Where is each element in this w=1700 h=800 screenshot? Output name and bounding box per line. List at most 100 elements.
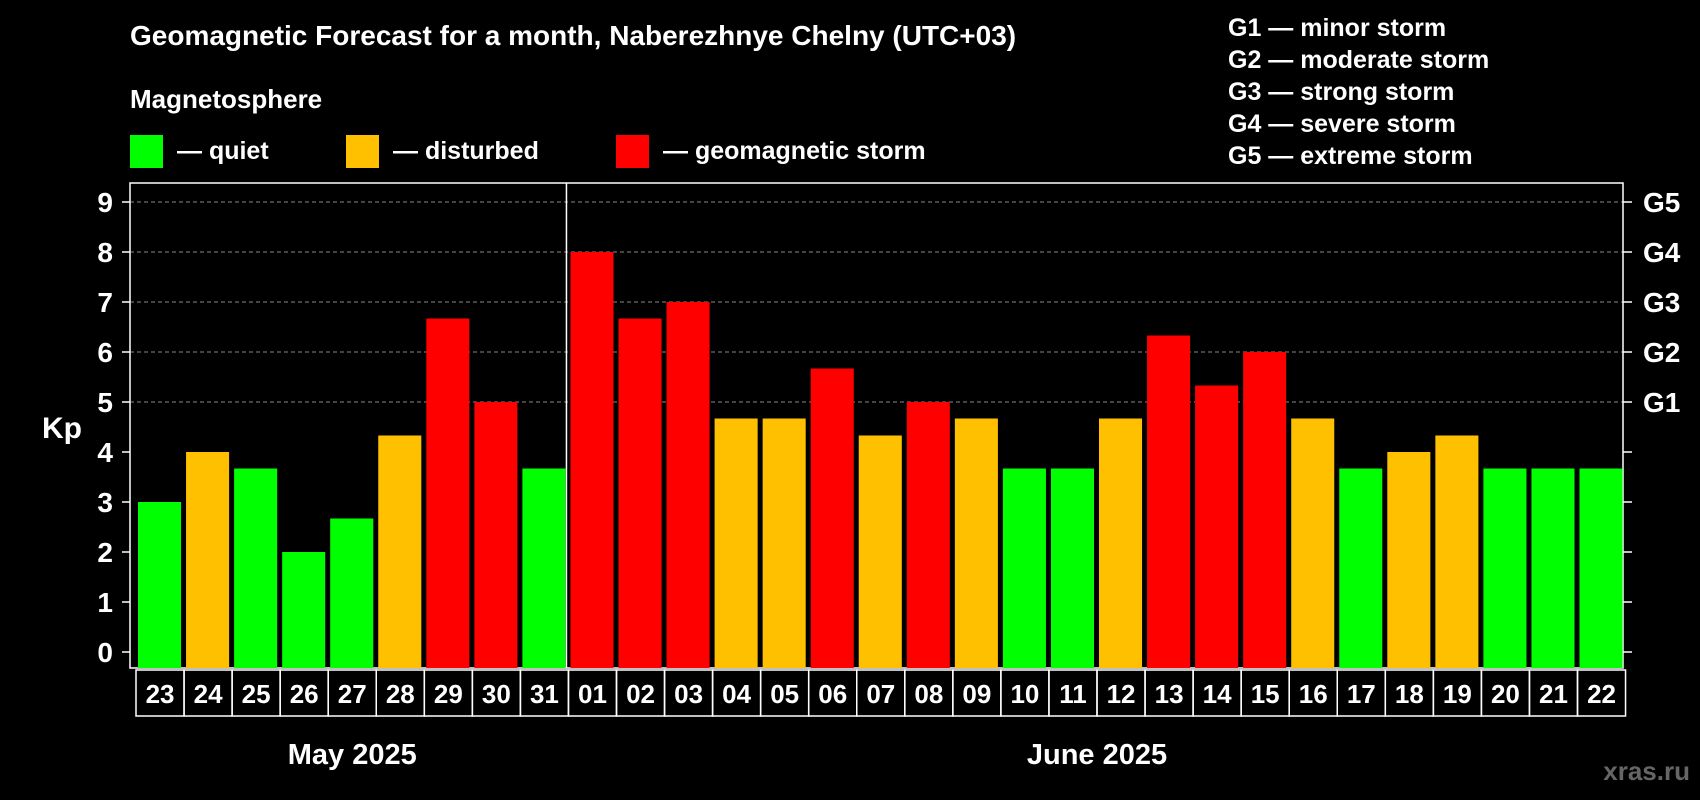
kp-bar: [1002, 468, 1046, 668]
kp-bar: [1387, 452, 1431, 668]
legend-quiet-label: — quiet: [177, 136, 269, 165]
kp-bar: [522, 468, 566, 668]
y-tick-label: 5: [97, 387, 113, 418]
date-label: 18: [1395, 679, 1424, 709]
y-tick-label: 6: [97, 337, 113, 368]
date-label: 20: [1491, 679, 1520, 709]
magnetosphere-label: Magnetosphere: [130, 84, 323, 114]
legend-storm-label: — geomagnetic storm: [663, 136, 926, 165]
date-label: 02: [626, 679, 655, 709]
y-tick-label: 2: [97, 537, 113, 568]
y-tick-label: 3: [97, 487, 113, 518]
legend-disturbed-swatch: [346, 134, 379, 168]
kp-bar: [330, 518, 374, 668]
g-scale-item: G5 — extreme storm: [1228, 142, 1473, 170]
kp-bar: [1050, 468, 1094, 668]
legend-storm: — geomagnetic storm: [616, 134, 926, 168]
g-axis-label: G4: [1643, 237, 1681, 268]
kp-bar: [618, 318, 662, 668]
month-label: June 2025: [1027, 739, 1167, 771]
date-label: 29: [434, 679, 463, 709]
kp-bar: [810, 368, 854, 668]
g-axis-label: G2: [1643, 337, 1680, 368]
date-label: 16: [1299, 679, 1328, 709]
kp-bar: [378, 435, 422, 668]
kp-bar: [1435, 435, 1479, 668]
kp-bar: [666, 302, 710, 668]
date-label: 06: [818, 679, 847, 709]
kp-bar: [1099, 418, 1143, 668]
y-tick-label: 4: [97, 437, 113, 468]
kp-bar: [762, 418, 806, 668]
kp-bar: [138, 502, 182, 668]
y-tick-label: 0: [97, 637, 113, 668]
y-axis-label: Kp: [42, 412, 82, 445]
kp-bar: [906, 402, 950, 668]
date-label: 25: [242, 679, 271, 709]
g-axis-label: G3: [1643, 287, 1680, 318]
kp-bar: [1339, 468, 1383, 668]
g-scale-item: G1 — minor storm: [1228, 14, 1447, 42]
date-label: 17: [1347, 679, 1376, 709]
date-label: 21: [1539, 679, 1568, 709]
kp-bar: [1195, 385, 1239, 668]
date-label: 26: [290, 679, 319, 709]
kp-bar: [1147, 335, 1191, 668]
date-label: 13: [1155, 679, 1184, 709]
g-scale-legend: G1 — minor storm G2 — moderate storm G3 …: [1228, 12, 1489, 172]
date-label: 01: [578, 679, 607, 709]
g-scale-item: G3 — strong storm: [1228, 78, 1455, 106]
kp-bar: [1483, 468, 1527, 668]
kp-bar: [282, 552, 326, 668]
date-cell: [1576, 669, 1627, 717]
date-label: 07: [866, 679, 895, 709]
date-label: 04: [722, 679, 751, 709]
date-label: 09: [962, 679, 991, 709]
kp-bar: [954, 418, 998, 668]
legend-disturbed: — disturbed: [346, 134, 539, 168]
kp-bar: [1291, 418, 1335, 668]
date-label: 23: [146, 679, 175, 709]
date-label: 12: [1107, 679, 1136, 709]
date-label: 11: [1059, 679, 1087, 709]
g-axis-label: G5: [1643, 187, 1680, 218]
g-scale-item: G4 — severe storm: [1228, 110, 1456, 138]
date-label: 08: [914, 679, 943, 709]
kp-bar: [234, 468, 278, 668]
month-label: May 2025: [288, 739, 417, 771]
g-axis-label: G1: [1643, 387, 1680, 418]
kp-bar: [1531, 468, 1575, 668]
date-label: 27: [338, 679, 367, 709]
g-scale-item: G2 — moderate storm: [1228, 46, 1490, 74]
date-label: 31: [530, 679, 559, 709]
y-tick-label: 1: [97, 587, 113, 618]
kp-bar: [1579, 468, 1623, 668]
date-label: 15: [1251, 679, 1280, 709]
date-label: 03: [674, 679, 703, 709]
kp-bar: [1243, 352, 1287, 668]
kp-bar: [474, 402, 518, 668]
legend-quiet-swatch: [130, 134, 163, 168]
kp-bar: [858, 435, 902, 668]
date-label: 10: [1010, 679, 1039, 709]
legend-disturbed-label: — disturbed: [393, 136, 539, 165]
y-tick-label: 7: [97, 287, 113, 318]
date-label: 30: [482, 679, 511, 709]
date-label: 19: [1443, 679, 1472, 709]
chart-title: Geomagnetic Forecast for a month, Nabere…: [130, 20, 1017, 51]
legend-storm-swatch: [616, 134, 649, 168]
date-label: 24: [194, 679, 223, 709]
date-label: 14: [1203, 679, 1232, 709]
date-label: 22: [1587, 679, 1616, 709]
legend-quiet: — quiet: [130, 134, 269, 168]
y-tick-label: 8: [97, 237, 113, 268]
kp-bar: [714, 418, 758, 668]
kp-bar: [570, 252, 614, 668]
date-label: 05: [770, 679, 799, 709]
kp-bar: [426, 318, 470, 668]
y-tick-label: 9: [97, 187, 113, 218]
kp-bar: [186, 452, 230, 668]
date-label: 28: [386, 679, 415, 709]
watermark: xras.ru: [1603, 756, 1690, 786]
